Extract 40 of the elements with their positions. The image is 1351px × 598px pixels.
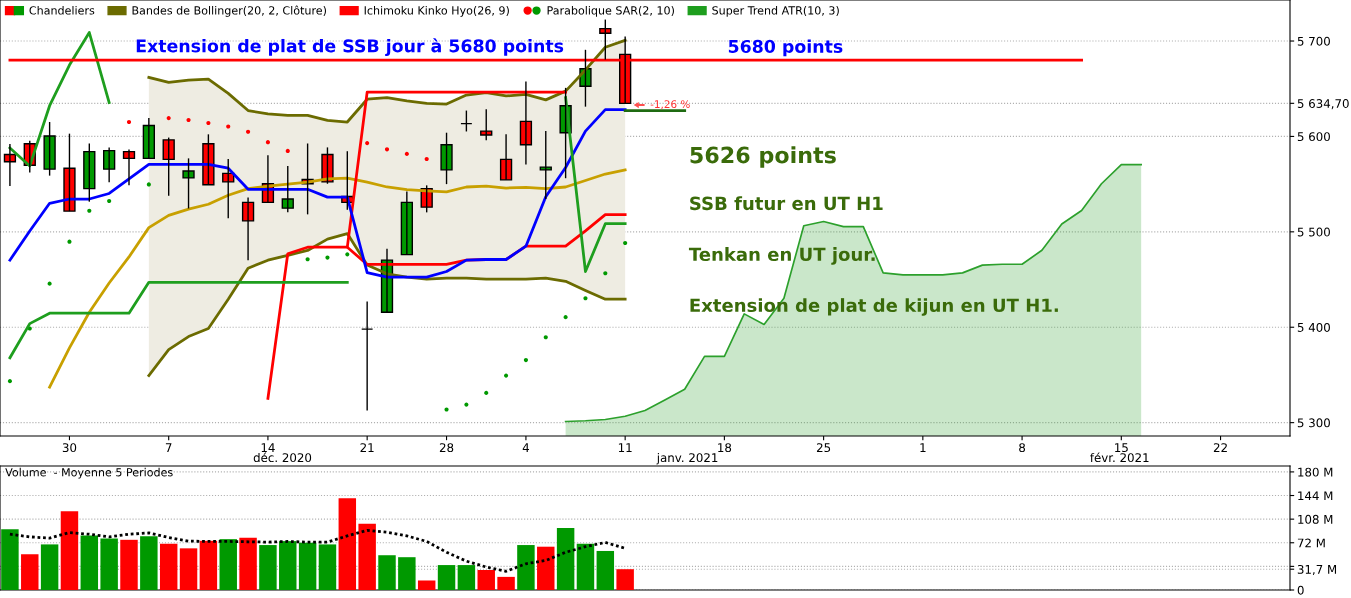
x-tick-label: 4 [522, 443, 530, 452]
y-tick-label: 180 M [1298, 467, 1333, 477]
y-tick-label: 5 634,70 [1297, 99, 1349, 110]
annotation: Tenkan en UT jour. [688, 247, 875, 265]
y-tick-label: 108 M [1298, 514, 1333, 524]
annotation: SSB futur en UT H1 [690, 196, 883, 211]
x-tick-label: 14 [261, 443, 275, 452]
x-tick-label: 7 [165, 443, 172, 452]
x-tick-label: 1 [920, 443, 926, 452]
x-tick-label: 11 [618, 443, 632, 452]
x-tick-label: 22 [1213, 443, 1227, 452]
x-tick-label: 8 [1019, 443, 1026, 453]
text: déc. 2020 [253, 452, 312, 463]
x-tick-label: 18 [718, 443, 732, 453]
x-tick-label: 15 [1115, 443, 1128, 453]
y-tick-label: 5 700 [1297, 36, 1330, 46]
legend-label: Chandeliers [29, 6, 95, 15]
annotation: -1,26 % [650, 100, 690, 110]
y-tick-label: 72 M [1297, 538, 1325, 548]
annotation: 5626 points [690, 146, 836, 168]
text: janv. 2021 [656, 452, 718, 465]
y-tick-label: 5 400 [1297, 322, 1330, 332]
legend-label: Parabolique SAR(2, 10) [547, 6, 674, 17]
annotation: 5680 points [728, 39, 843, 57]
annotation: Extension de plat de SSB jour à 5680 points [136, 38, 564, 56]
y-tick-label: 5 600 [1297, 132, 1330, 142]
legend-label: Ichimoku Kinko Hyo(26, 9) [364, 6, 509, 17]
text: févr. 2021 [1090, 452, 1149, 463]
x-tick-label: 28 [439, 443, 454, 453]
y-tick-label: 144 M [1298, 491, 1333, 501]
legend-label: Super Trend ATR(10, 3) [712, 6, 839, 17]
legend-label: Bandes de Bollinger(20, 2, Clôture) [132, 5, 326, 17]
chart-title: Volume - Moyenne 5 Periodes [5, 467, 173, 479]
y-tick-label: 5 500 [1297, 227, 1330, 237]
y-tick-label: 31,7 M [1297, 564, 1337, 576]
y-tick-label: 5 300 [1297, 418, 1330, 428]
x-tick-label: 30 [62, 443, 77, 453]
y-tick-label: 0 [1297, 585, 1304, 595]
x-tick-label: 25 [816, 443, 831, 453]
x-tick-label: 21 [360, 443, 374, 452]
